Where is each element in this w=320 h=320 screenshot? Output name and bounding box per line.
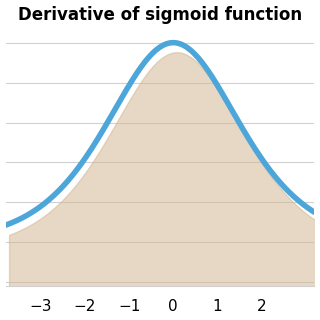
Title: Derivative of sigmoid function: Derivative of sigmoid function [18,5,302,24]
